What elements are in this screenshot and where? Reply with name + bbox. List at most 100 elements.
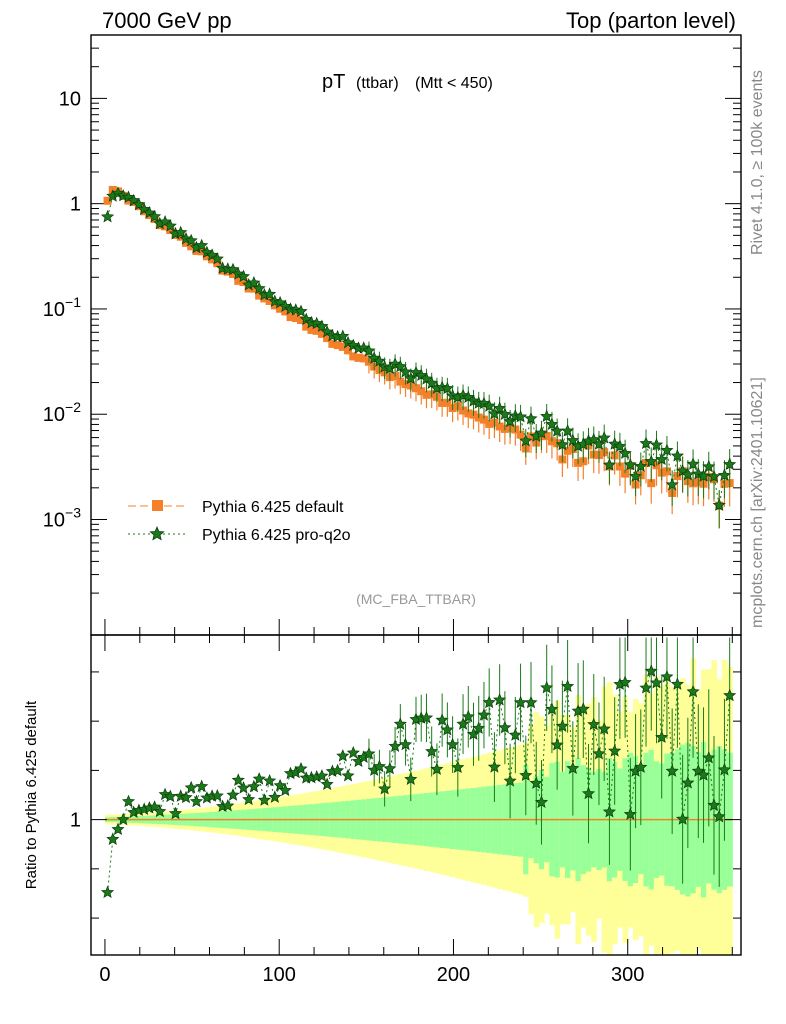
ratio-proq2o-point [106,832,120,845]
proq2o-point [540,409,554,422]
ratio-proq2o-point [257,793,271,806]
proq2o-point [696,469,711,482]
ratio-proq2o-point [331,763,345,777]
ratio-proq2o-point [644,664,658,677]
default-point [181,238,190,247]
default-point [276,304,285,313]
proq2o-point [534,426,549,439]
main-title-mtt: (Mtt < 450) [415,75,493,92]
default-point [286,313,295,322]
default-point [302,322,311,331]
ratio-proq2o-point [561,679,575,692]
proq2o-point [602,458,616,471]
ratio-proq2o-point [634,760,648,773]
proq2o-point [519,433,533,447]
proq2o-point [649,438,664,451]
header-energy-label: 7000 GeV pp [102,8,232,33]
default-point [563,446,572,455]
ratio-proq2o-point [430,762,444,775]
main-ytick-label: 10 [59,88,81,110]
proq2o-point [498,407,512,421]
default-point [312,326,321,335]
ratio-proq2o-point [388,739,402,752]
ratio-proq2o-point [242,792,256,806]
legend-label-proq2o: Pythia 6.425 pro-q2o [202,527,351,544]
proq2o-point [597,430,611,444]
default-point [161,222,170,231]
proq2o-point [336,329,350,342]
ratio-frame [90,634,742,956]
proq2o-point [425,376,439,389]
proq2o-point [404,371,418,385]
ratio-proq2o-point [660,669,674,683]
ratio-proq2o-point [707,798,721,811]
ratio-proq2o-point [425,744,439,758]
legend-marker-default [152,500,163,511]
default-point [438,398,447,407]
ratio-proq2o-point [618,675,632,689]
ratio-proq2o-point [665,764,679,777]
proq2o-point [660,443,674,456]
ratio-proq2o-point [461,709,475,723]
default-point [354,353,363,362]
ratio-xtick-label: 300 [611,964,644,986]
ratio-proq2o-point [383,761,397,775]
default-point [459,406,468,415]
proq2o-point [148,209,162,223]
default-point [621,469,630,478]
ratio-proq2o-point [278,783,292,797]
default-point [229,269,238,278]
main-ytick-label: 10−3 [43,505,81,532]
default-point [213,259,222,268]
ratio-proq2o-point [341,768,355,782]
ratio-proq2o-point [676,812,690,825]
ratio-proq2o-point [378,781,392,795]
proq2o-point [514,409,528,423]
main-ytick-label: 10−2 [43,399,81,426]
ratio-proq2o-point [179,790,193,804]
ratio-proq2o-point [639,680,653,694]
default-point [239,278,248,287]
ratio-proq2o-point [315,769,329,782]
default-point [527,432,536,441]
ratio-proq2o-point [451,760,465,774]
default-point [412,384,420,393]
default-point [323,334,332,343]
main-ytick-label: 10−1 [43,294,81,321]
ratio-proq2o-point [294,761,308,775]
proq2o-point [493,401,507,414]
proq2o-point [545,417,559,430]
ratio-proq2o-point [702,750,716,764]
proq2o-point [670,449,684,462]
proq2o-point [592,437,606,450]
ratio-proq2o-point [623,807,637,820]
ratio-proq2o-point [587,717,601,731]
proq2o-point [566,433,580,447]
proq2o-point [372,354,386,367]
ratio-proq2o-point [493,693,507,706]
main-panel: pT (ttbar) (Mtt < 450) (MC_FBA_TTBAR) 10… [43,34,742,636]
ratio-proq2o-point [712,809,726,823]
ratio-series-layer [100,637,737,899]
default-point [417,387,426,396]
ratio-ytick-label: 1 [70,810,81,832]
ratio-proq2o-point [592,746,606,760]
default-point [166,226,175,235]
default-point [103,196,112,205]
proq2o-point [195,238,209,252]
proq2o-point [555,437,569,451]
ratio-proq2o-point [221,798,235,812]
main-frame [90,34,742,636]
ratio-proq2o-point [472,721,486,734]
default-point [328,339,337,348]
default-point [255,291,264,300]
ratio-axis-ticks: 1 0 100 200 300 [70,635,741,986]
proq2o-point [252,281,266,295]
ratio-proq2o-point [717,762,732,776]
proq2o-point [273,295,287,309]
proq2o-point [702,459,716,473]
ratio-proq2o-point [195,779,209,793]
ratio-proq2o-point [608,744,622,757]
ratio-proq2o-point [576,702,590,715]
proq2o-point [665,477,679,491]
